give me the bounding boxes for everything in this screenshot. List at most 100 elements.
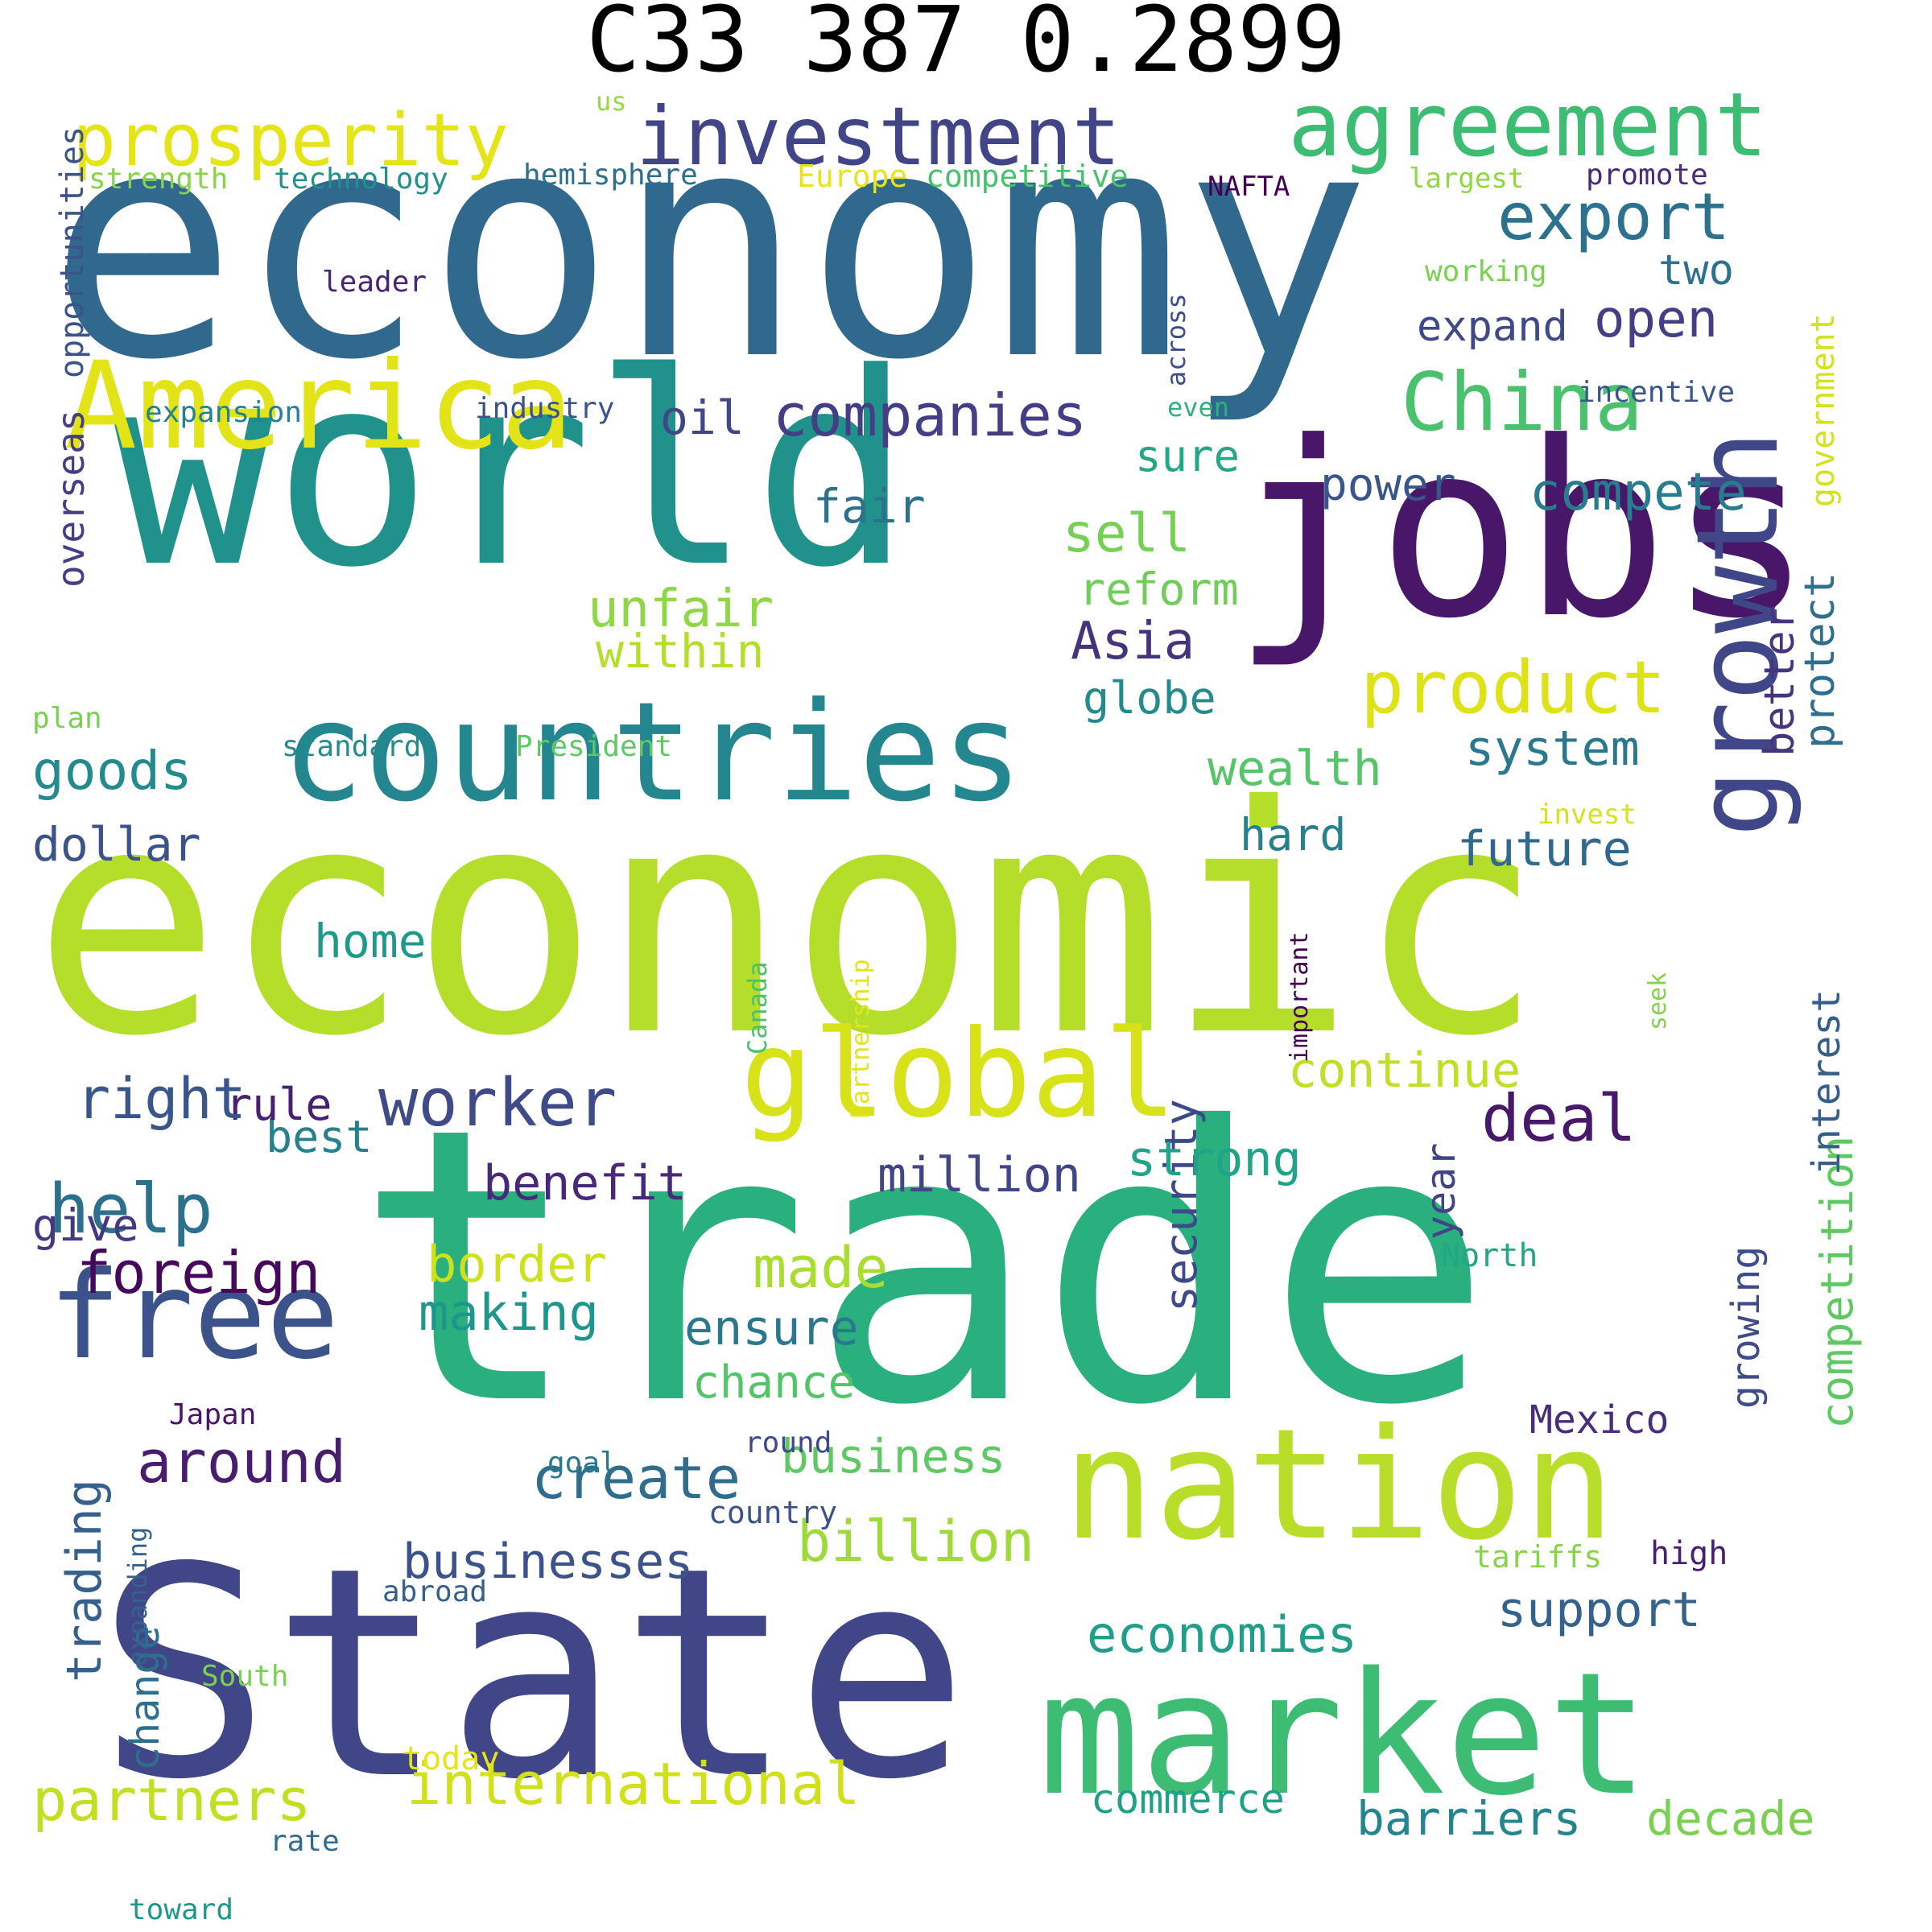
word-decade: decade: [1646, 1791, 1815, 1846]
word-border: border: [427, 1235, 607, 1294]
word-nation: nation: [1063, 1396, 1616, 1574]
word-fair: fair: [813, 479, 926, 534]
word-business: business: [781, 1429, 1006, 1484]
word-industry: industry: [475, 392, 615, 425]
word-ensure: ensure: [684, 1300, 859, 1356]
word-standard: standard: [282, 730, 422, 763]
word-businesses: businesses: [402, 1534, 694, 1590]
word-partnership: Partnership: [847, 959, 875, 1119]
word-companies: companies: [773, 382, 1088, 449]
word-opportunities: opportunities: [54, 126, 91, 378]
word-round: round: [745, 1426, 832, 1459]
word-world: world: [113, 316, 913, 625]
word-oil: oil: [660, 390, 745, 445]
word-rate: rate: [270, 1825, 340, 1858]
word-chance: chance: [692, 1356, 856, 1409]
word-largest: largest: [1409, 163, 1525, 195]
word-reform: reform: [1079, 564, 1239, 615]
word-expansion: expansion: [145, 396, 303, 429]
word-unfair: unfair: [588, 580, 774, 639]
word-continue: continue: [1288, 1042, 1521, 1099]
word-abroad: abroad: [382, 1575, 488, 1608]
word-deal: deal: [1481, 1081, 1637, 1156]
word-making: making: [419, 1283, 599, 1342]
word-globe: globe: [1083, 672, 1216, 724]
word-competitive: competitive: [926, 159, 1129, 194]
word-best: best: [266, 1111, 373, 1162]
word-rule: rule: [225, 1079, 332, 1130]
word-partners: partners: [32, 1766, 312, 1834]
word-promote: promote: [1586, 159, 1708, 192]
word-asia: Asia: [1071, 612, 1195, 671]
word-seek: seek: [1644, 972, 1672, 1030]
word-investment: investment: [636, 89, 1121, 184]
word-plan: plan: [32, 702, 102, 735]
word-benefit: benefit: [483, 1155, 687, 1212]
word-important: important: [1286, 931, 1314, 1063]
word-expanding: expanding: [122, 1526, 153, 1666]
word-trading: trading: [56, 1479, 113, 1682]
word-create: create: [531, 1444, 741, 1512]
word-protect: protect: [1796, 572, 1844, 749]
word-state: State: [97, 1505, 969, 1843]
word-made: made: [753, 1235, 889, 1301]
word-goal: goal: [547, 1447, 617, 1480]
word-nafta: NAFTA: [1208, 171, 1290, 203]
word-countries: countries: [282, 673, 1024, 832]
word-competition: competition: [1811, 1135, 1863, 1429]
word-growing: growing: [1724, 1245, 1769, 1409]
word-global: global: [741, 1005, 1177, 1145]
word-america: America: [64, 336, 574, 477]
word-two: two: [1658, 246, 1734, 295]
word-even: even: [1167, 392, 1230, 423]
word-hard: hard: [1240, 809, 1347, 861]
word-overseas: overseas: [49, 409, 93, 588]
word-international: international: [407, 1750, 861, 1818]
word-barriers: barriers: [1356, 1791, 1582, 1846]
word-year: year: [1418, 1142, 1464, 1240]
word-worker: worker: [378, 1065, 617, 1141]
word-within: within: [596, 624, 765, 679]
word-technology: technology: [274, 163, 448, 196]
word-today: today: [402, 1740, 500, 1777]
word-system: system: [1465, 720, 1640, 777]
word-open: open: [1594, 290, 1719, 349]
word-dollar: dollar: [32, 817, 201, 872]
word-president: President: [515, 730, 673, 763]
chart-title: C33 387 0.2899: [585, 0, 1346, 93]
word-billion: billion: [797, 1509, 1035, 1575]
word-working: working: [1425, 255, 1547, 288]
word-agreement: agreement: [1288, 73, 1769, 176]
word-leader: leader: [322, 266, 427, 299]
word-japan: Japan: [169, 1398, 257, 1431]
word-million: million: [877, 1147, 1081, 1203]
word-free: free: [48, 1246, 340, 1386]
word-strength: strength: [89, 163, 229, 196]
word-around: around: [137, 1428, 347, 1496]
word-economies: economies: [1087, 1605, 1357, 1664]
word-market: market: [1038, 1636, 1649, 1833]
word-incentive: incentive: [1578, 376, 1736, 409]
word-help: help: [48, 1170, 213, 1249]
word-jobs: jobs: [1232, 390, 1814, 671]
word-sure: sure: [1135, 431, 1241, 481]
word-country: country: [708, 1495, 838, 1530]
word-support: support: [1497, 1582, 1701, 1638]
word-cloud: economy world economic trade State jobs countr…: [32, 80, 1900, 1932]
word-north: North: [1441, 1237, 1538, 1274]
word-hemisphere: hemisphere: [523, 159, 698, 192]
word-invest: invest: [1538, 799, 1637, 831]
word-interest: interest: [1804, 989, 1849, 1175]
word-commerce: commerce: [1091, 1776, 1285, 1823]
word-strong: strong: [1127, 1131, 1302, 1187]
word-high: high: [1650, 1535, 1728, 1572]
word-government: government: [1805, 313, 1842, 507]
word-product: product: [1360, 646, 1666, 730]
word-prosperity: prosperity: [72, 98, 509, 183]
word-home: home: [314, 914, 427, 968]
word-export: export: [1497, 180, 1730, 254]
word-power: power: [1320, 459, 1456, 511]
word-us: us: [596, 86, 627, 117]
word-across: across: [1161, 293, 1191, 386]
